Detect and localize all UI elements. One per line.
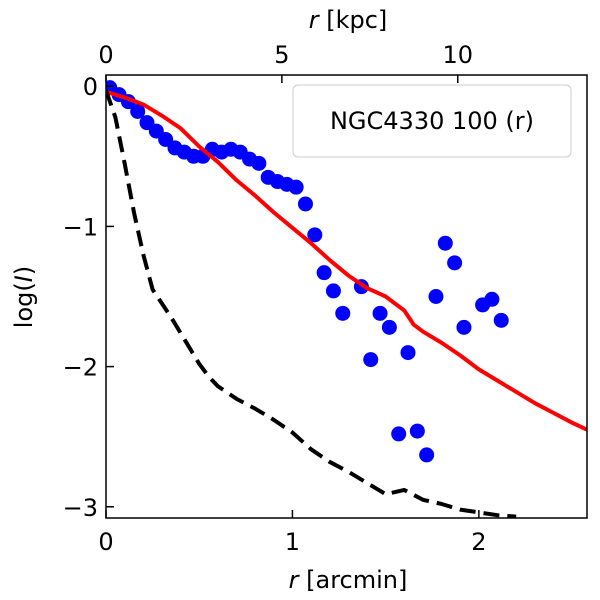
data-point [363,352,379,368]
data-point [372,305,388,321]
y-tick-label: −1 [63,213,98,241]
y-axis-title-var: I [10,275,38,282]
plot-frame [105,74,588,519]
legend-box [292,84,572,158]
data-point [251,155,267,171]
data-point [130,103,146,119]
series-layer [106,80,587,518]
legend-label: NGC4330 100 (r) [330,107,534,135]
top-x-tick-label: 5 [274,41,289,69]
psf-line [106,89,517,518]
data-point [297,196,313,212]
data-point [493,312,509,328]
data-point [400,345,416,361]
ticks-layer: 0 1 2 0 5 10 0 −1 −2 −3 [63,41,487,556]
legend: NGC4330 100 (r) [292,84,572,158]
data-point [288,179,304,195]
top-x-tick-label: 0 [98,41,113,69]
data-point [447,255,463,271]
data-point [325,283,341,299]
model-line [106,89,587,432]
x-axis-title-unit: [arcmin] [299,566,408,594]
top-x-axis-title-var: r [309,6,321,34]
y-axis-title-pre: log( [10,282,38,328]
data-point [335,305,351,321]
x-axis-title: r [arcmin] [289,566,408,594]
y-axis-title-post: ) [10,266,38,275]
y-tick-label: −2 [63,354,98,382]
data-point [316,265,332,281]
data-point [381,319,397,335]
data-point [391,426,407,442]
x-tick-label: 1 [285,528,300,556]
data-point [456,319,472,335]
data-point [409,423,425,439]
data-point [307,227,323,243]
data-point [484,291,500,307]
y-tick-label: 0 [83,73,98,101]
y-tick-label: −3 [63,494,98,522]
top-x-tick-label: 10 [442,41,473,69]
data-point [419,447,435,463]
x-tick-label: 2 [471,528,486,556]
data-point [437,235,453,251]
x-axis-title-var: r [289,566,301,594]
data-point [428,289,444,304]
x-tick-label: 0 [98,528,113,556]
top-x-axis-title: r [kpc] [309,6,388,34]
y-axis-title: log(I) [10,266,38,328]
top-x-axis-title-unit: [kpc] [319,6,388,34]
plot-area [106,80,587,518]
